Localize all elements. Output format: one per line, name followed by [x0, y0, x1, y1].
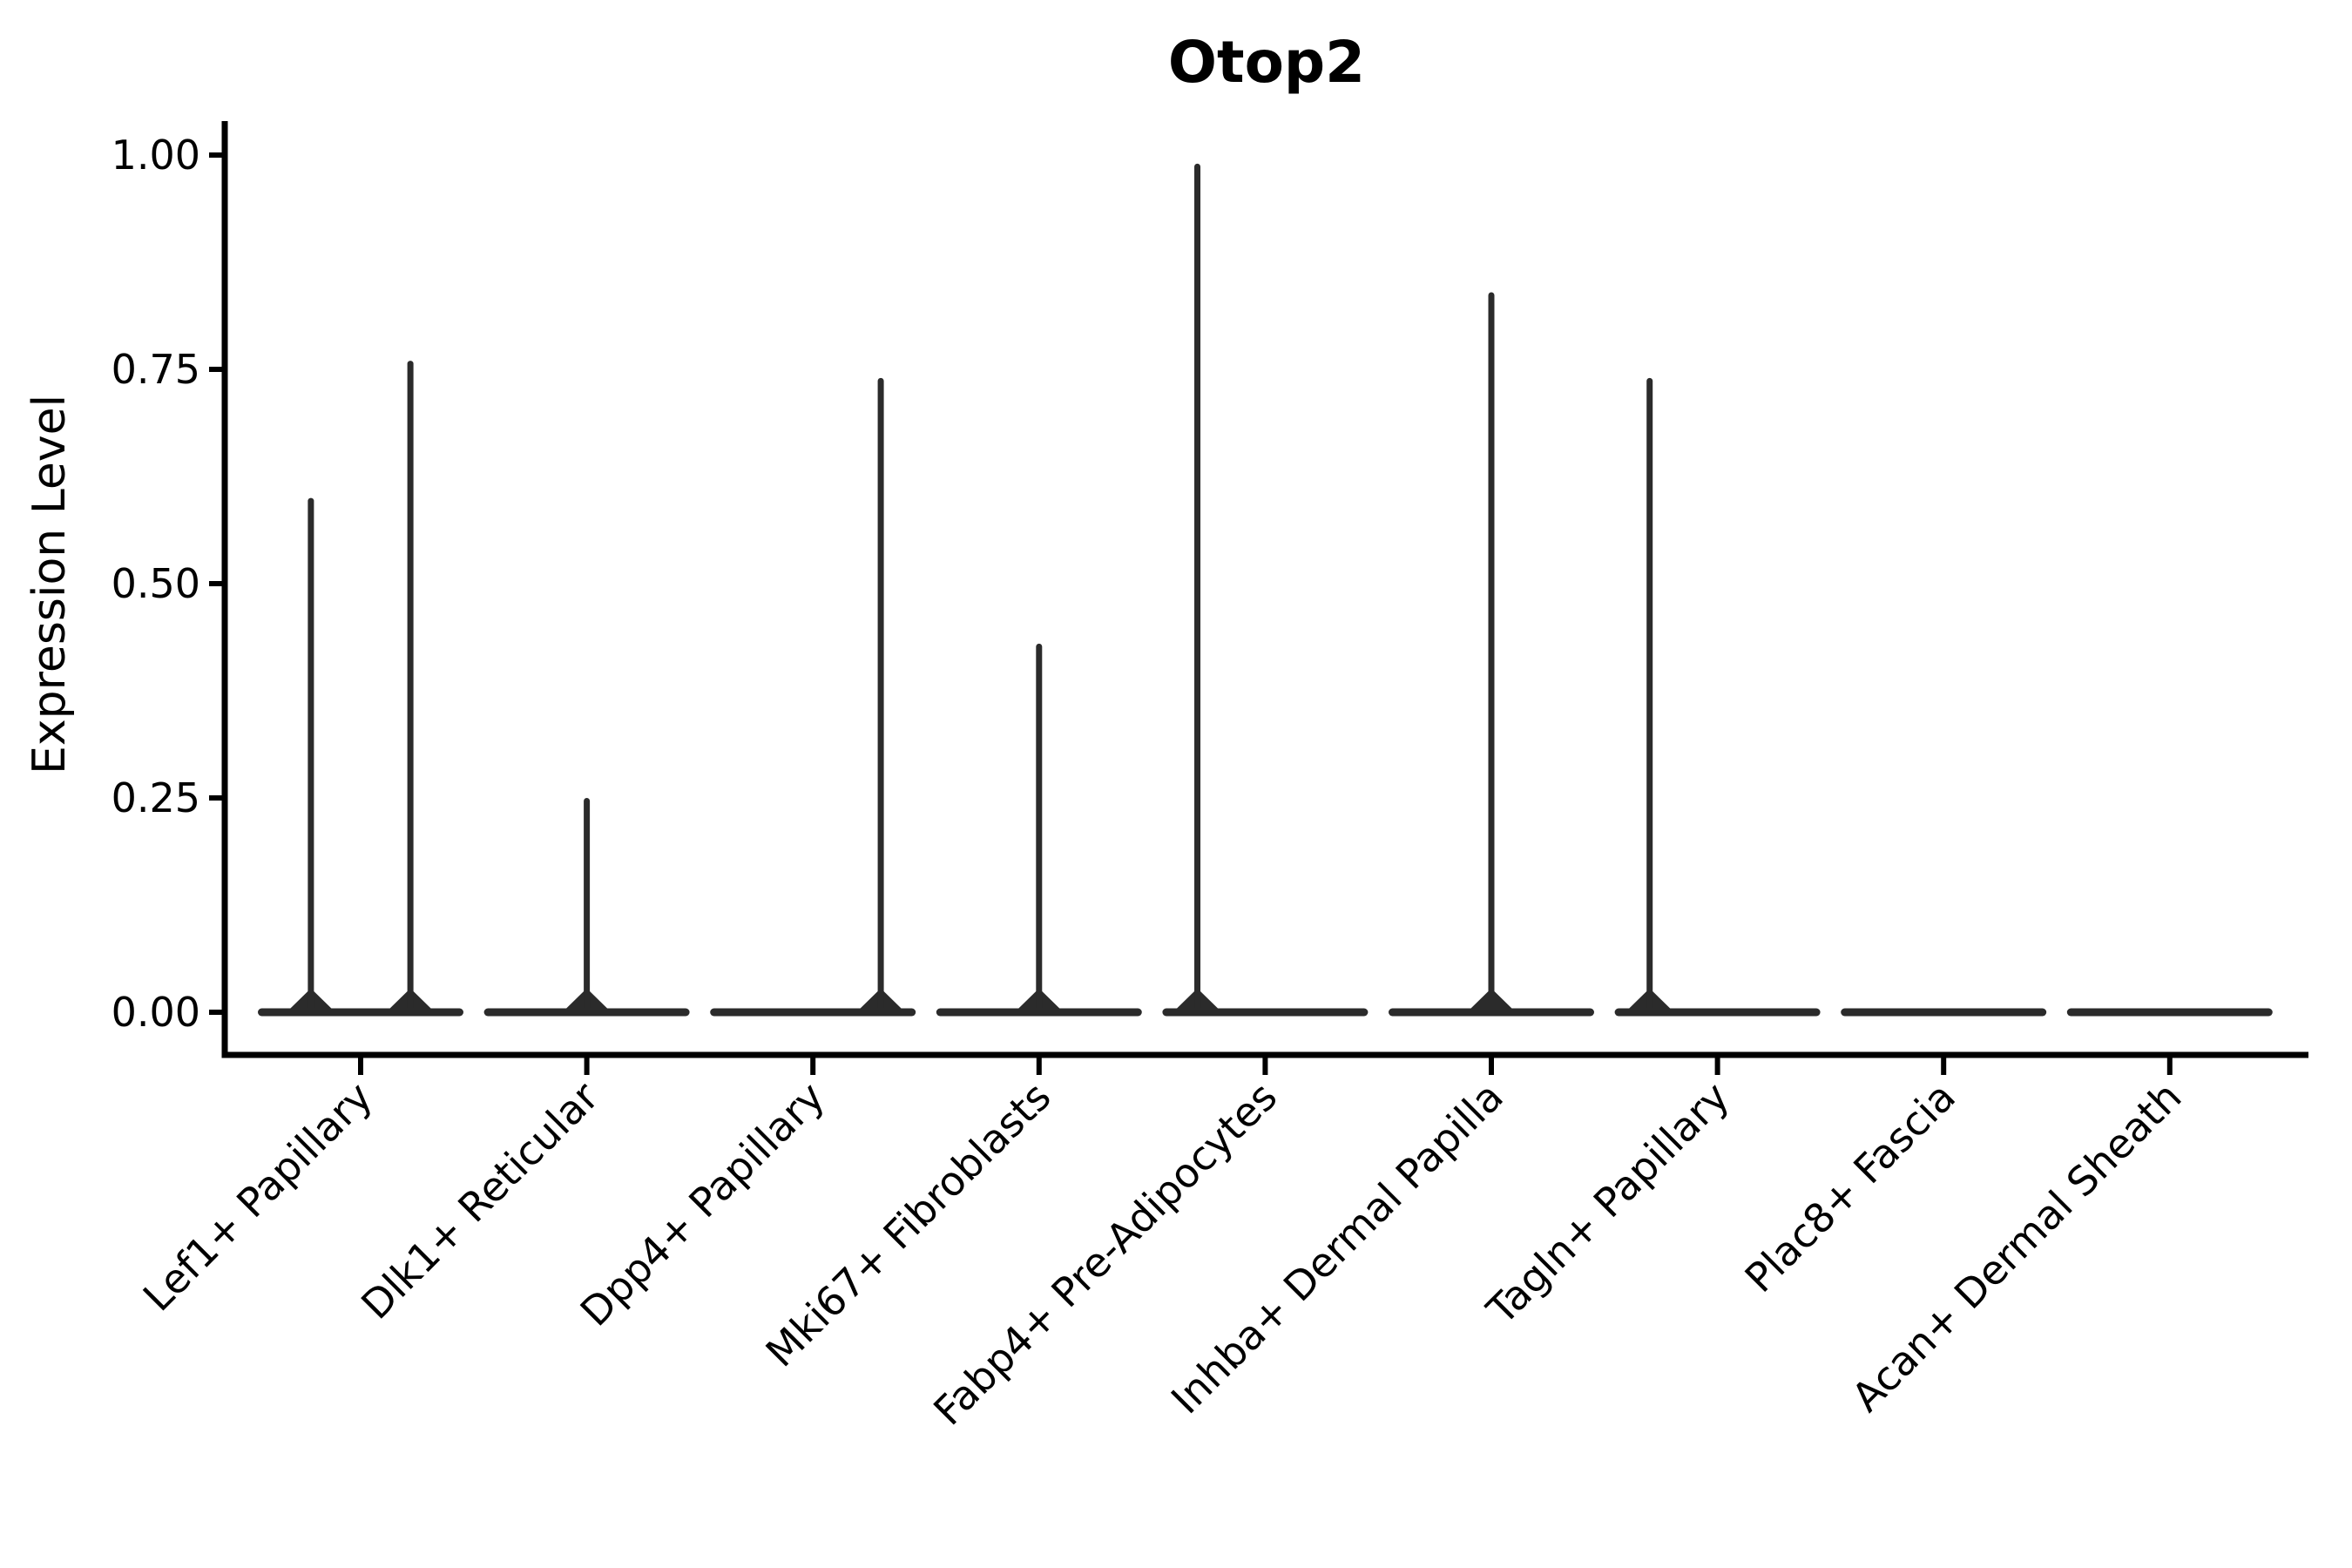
- y-tick-label: 0.75: [112, 346, 200, 393]
- x-tick-label: Plac8+ Fascia: [1736, 1073, 1964, 1301]
- y-tick-label: 0.00: [112, 989, 200, 1036]
- violin-spike: [877, 377, 884, 1017]
- violin-baseline: [710, 1008, 916, 1017]
- y-tick-label: 1.00: [112, 132, 200, 179]
- x-tick-label: Tagln+ Papillary: [1477, 1073, 1739, 1335]
- violin-spike: [1194, 163, 1201, 1017]
- violin-spike: [1488, 292, 1495, 1017]
- y-tick-label: 0.25: [112, 774, 200, 821]
- violin-baseline: [1614, 1008, 1821, 1017]
- y-axis-label: Expression Level: [24, 394, 76, 775]
- x-tick-label: Lef1+ Papillary: [134, 1073, 382, 1321]
- y-tick-label: 0.50: [112, 560, 200, 607]
- violin-baseline: [2066, 1008, 2273, 1017]
- violin-baseline: [258, 1008, 463, 1017]
- violin-baseline: [1389, 1008, 1594, 1017]
- violin-spike: [584, 798, 591, 1017]
- x-tick-label: Dpp4+ Papillary: [571, 1073, 834, 1335]
- chart-title: Otop2: [1167, 29, 1366, 96]
- violin-baseline: [1162, 1008, 1369, 1017]
- violin-spike: [1646, 377, 1653, 1017]
- violin-baseline: [483, 1008, 690, 1017]
- violin-baseline: [936, 1008, 1142, 1017]
- violin-baseline: [1841, 1008, 2047, 1017]
- violin-spike: [1036, 643, 1043, 1017]
- x-tick-label: Dlk1+ Reticular: [352, 1073, 607, 1328]
- violin-spike: [407, 361, 414, 1017]
- violin-spike: [308, 497, 314, 1017]
